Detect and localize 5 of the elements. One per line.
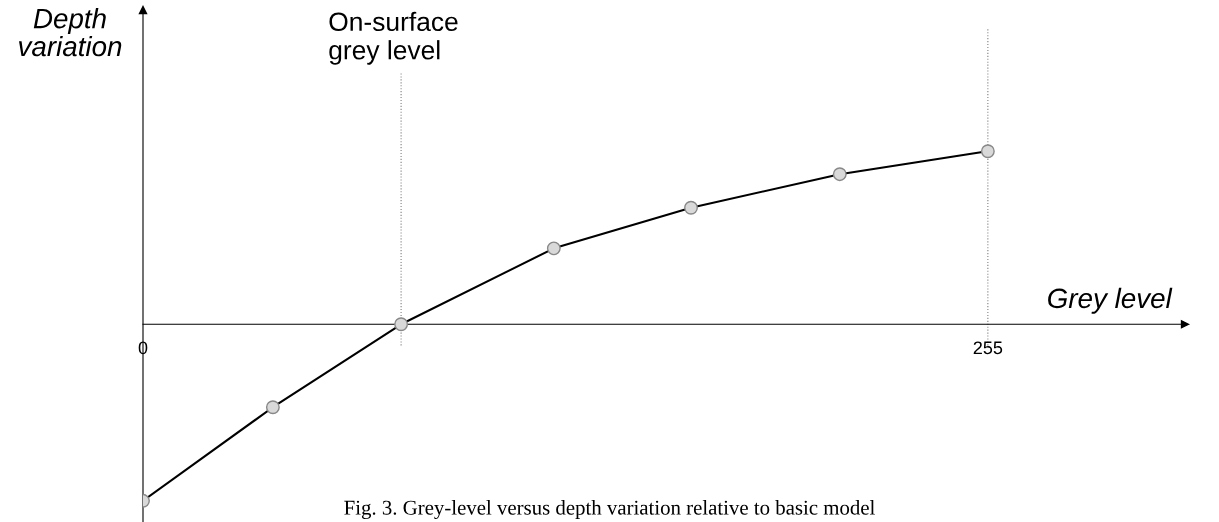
y-axis-title: Depth variation	[19, 8, 122, 57]
x-tick-label: 255	[973, 341, 1003, 355]
x-axis-title: Grey level	[1048, 287, 1173, 314]
annotation: Fig. 3. Grey-level versus depth variation relative to basic model	[344, 500, 875, 519]
ref-line-label: On-surface grey level	[329, 11, 458, 65]
